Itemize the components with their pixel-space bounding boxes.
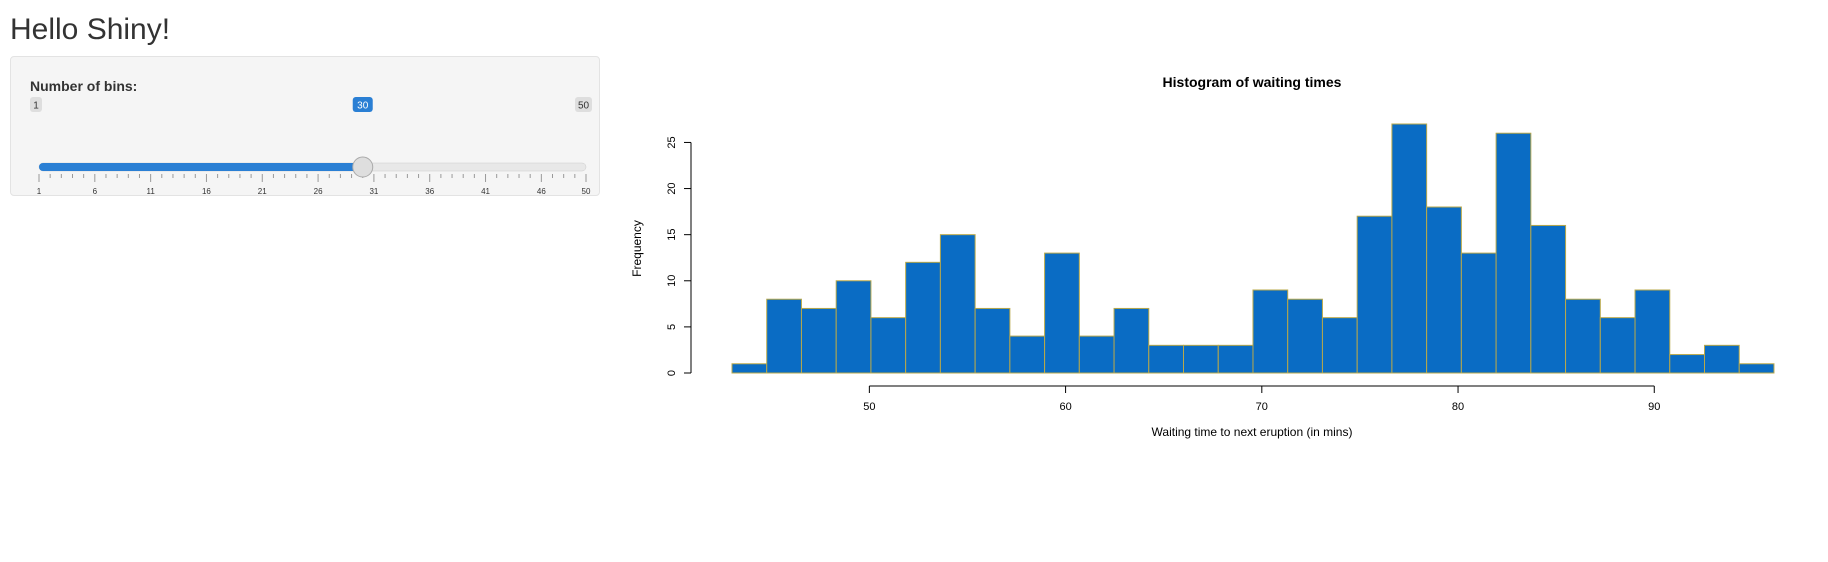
slider-max-label-bg	[575, 97, 592, 112]
histogram-bar	[870, 317, 907, 374]
slider-tick-label: 1	[37, 187, 42, 196]
sidebar-panel: Number of bins: 1 50 30 1 6 11 16 21 26 31 36 41 46 5…	[10, 56, 600, 196]
histogram-bar	[731, 363, 768, 374]
chart-title: Histogram of waiting times	[1163, 74, 1342, 90]
histogram-bar	[766, 298, 802, 374]
histogram-bar	[1321, 317, 1358, 374]
slider-min-label-text: 1	[33, 101, 39, 112]
histogram-bar	[1148, 344, 1185, 374]
histogram-plot: Histogram of waiting times 0 5 10 15 20 25 Freq…	[630, 74, 1775, 439]
slider-tick-label: 11	[146, 187, 155, 196]
y-tick-label: 10	[666, 275, 678, 287]
slider-tick-label: 41	[481, 187, 490, 196]
y-tick-label: 25	[666, 136, 678, 148]
histogram-bar	[1044, 252, 1080, 374]
y-tick-label: 15	[666, 229, 678, 241]
histogram-bar	[1113, 307, 1150, 374]
histogram-bar	[1426, 206, 1462, 374]
bins-slider-label: Number of bins:	[30, 78, 138, 94]
slider-value-label-bg	[352, 97, 373, 112]
histogram-bar	[835, 280, 872, 374]
histogram-bar	[1703, 344, 1740, 374]
slider-min-label: 1	[30, 97, 42, 112]
histogram-bar	[1669, 354, 1705, 374]
slider-value-label: 30	[352, 97, 373, 112]
slider-tick-label: 16	[202, 187, 211, 196]
histogram-bar	[939, 234, 976, 374]
slider-tick-label: 46	[537, 187, 546, 196]
x-tick-label: 70	[1256, 401, 1268, 413]
x-axis-title: Waiting time to next eruption (in mins)	[1152, 425, 1353, 439]
slider-tick-label: 31	[369, 187, 378, 196]
histogram-bar	[1252, 289, 1289, 374]
x-tick-label: 60	[1059, 401, 1071, 413]
y-tick-label: 20	[666, 182, 678, 194]
histogram-bar	[1009, 335, 1046, 374]
histogram-bar	[1599, 317, 1636, 374]
histogram-bar	[800, 307, 837, 374]
slider-min-label-bg	[30, 97, 42, 112]
histogram-bar	[905, 261, 941, 374]
histogram-bar	[1495, 132, 1532, 374]
slider-max-label-text: 50	[578, 101, 590, 112]
histogram-bar	[1287, 298, 1323, 374]
histogram-bar	[974, 307, 1011, 374]
y-axis-title: Frequency	[630, 220, 644, 277]
histogram-bar	[1356, 215, 1393, 374]
histogram-bar	[1460, 252, 1497, 374]
slider-tick-label: 21	[258, 187, 267, 196]
histogram-bar	[1530, 224, 1567, 374]
slider-handle[interactable]	[352, 156, 374, 178]
histogram-bar	[1078, 335, 1115, 374]
x-tick-label: 50	[863, 401, 875, 413]
slider-value-label-text: 30	[357, 101, 369, 112]
slider-max-label: 50	[575, 97, 592, 112]
slider-tick-label: 26	[314, 187, 323, 196]
histogram-bar	[1634, 289, 1671, 374]
x-tick-label: 90	[1648, 401, 1660, 413]
y-tick-label: 0	[666, 370, 678, 376]
slider-tick-label: 50	[582, 187, 591, 196]
slider-track-fill	[39, 163, 363, 171]
page-title: Hello Shiny!	[10, 13, 171, 46]
histogram-bar	[1217, 344, 1254, 374]
histogram-bar	[1738, 363, 1775, 374]
x-tick-label: 80	[1452, 401, 1464, 413]
histogram-bar	[1183, 344, 1219, 374]
histogram-bar	[1391, 123, 1428, 374]
y-tick-label: 5	[666, 324, 678, 330]
slider-tick-label: 36	[425, 187, 434, 196]
histogram-bar	[1565, 298, 1601, 374]
slider-tick-label: 6	[93, 187, 98, 196]
